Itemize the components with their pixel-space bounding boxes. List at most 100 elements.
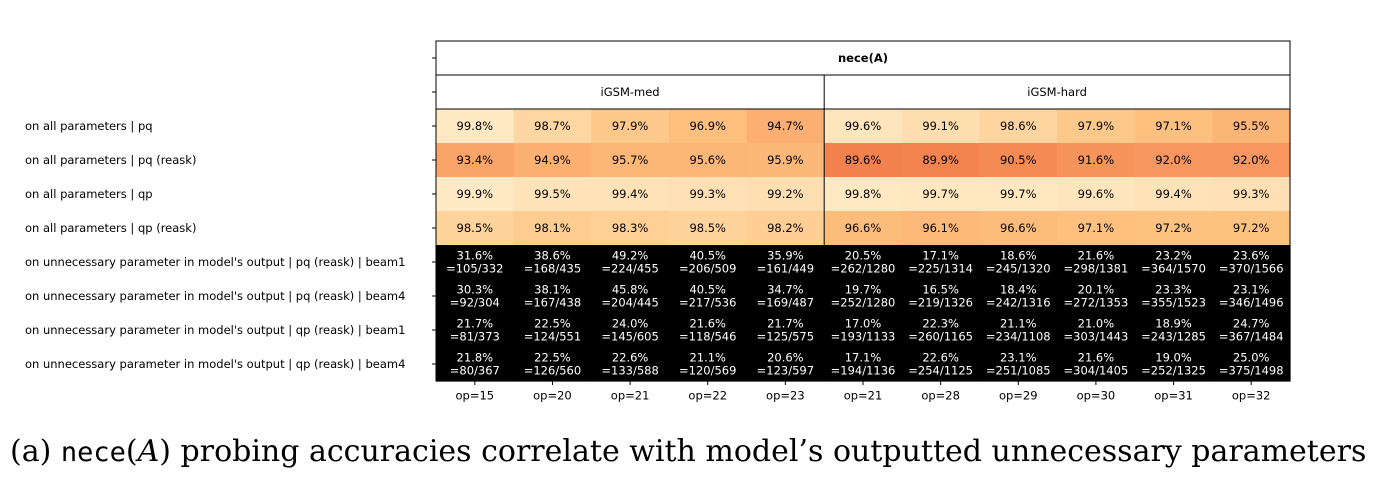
heatmap-cell: [668, 177, 748, 212]
cell-label: =219/1326: [908, 296, 973, 310]
heatmap-cell: [1212, 313, 1291, 348]
caption-prefix: (a): [10, 434, 61, 469]
cell-label: 98.3%: [612, 221, 649, 235]
cell-label: 20.6%: [767, 351, 804, 365]
cell-label: =234/1108: [986, 330, 1051, 344]
heatmap-cell: [591, 211, 670, 246]
cell-label: 99.7%: [922, 187, 959, 201]
heatmap-cell: [668, 211, 748, 246]
cell-label: =168/435: [524, 262, 581, 276]
cell-label: 98.5%: [457, 221, 494, 235]
heatmap-cell: [1057, 245, 1136, 280]
cell-label: =125/575: [757, 330, 814, 344]
x-tick-label: op=30: [1077, 389, 1116, 403]
row-label: on unnecessary parameter in model's outp…: [25, 289, 405, 303]
cell-label: =298/1381: [1064, 262, 1129, 276]
heatmap-cell: [1134, 177, 1213, 212]
heatmap-cell: [1134, 143, 1213, 178]
cell-label: =169/487: [757, 296, 814, 310]
cell-label: 20.5%: [845, 249, 882, 263]
heatmap-cell: [591, 245, 670, 280]
cell-label: 99.4%: [612, 187, 649, 201]
heatmap-cell: [824, 313, 903, 348]
x-tick-label: op=20: [533, 389, 572, 403]
heatmap-cell: [1057, 177, 1136, 212]
cell-label: 92.0%: [1233, 153, 1270, 167]
cell-label: =133/588: [601, 364, 658, 378]
cell-label: 94.7%: [767, 119, 804, 133]
cell-label: 94.9%: [534, 153, 571, 167]
cell-label: 18.6%: [1000, 249, 1037, 263]
heatmap-cell: [513, 211, 592, 246]
cell-label: =242/1316: [986, 296, 1051, 310]
cell-label: 21.6%: [689, 317, 726, 331]
x-tick-label: op=31: [1154, 389, 1193, 403]
cell-label: 18.4%: [1000, 283, 1037, 297]
cell-label: 22.3%: [922, 317, 959, 331]
x-tick-label: op=22: [688, 389, 727, 403]
cell-label: 98.5%: [689, 221, 726, 235]
heatmap-cell: [979, 109, 1058, 144]
heatmap-cell: [591, 347, 670, 382]
cell-label: 31.6%: [457, 249, 494, 263]
cell-label: =124/551: [524, 330, 581, 344]
x-tick-label: op=28: [921, 389, 960, 403]
heatmap-cell: [513, 177, 592, 212]
heatmap-cell: [746, 109, 825, 144]
heatmap-cell: [824, 279, 903, 314]
row-label: on unnecessary parameter in model's outp…: [25, 323, 405, 337]
heatmap-cell: [1212, 245, 1291, 280]
heatmap-cell: [979, 177, 1058, 212]
cell-label: 23.6%: [1233, 249, 1270, 263]
cell-label: 24.0%: [612, 317, 649, 331]
cell-label: 98.1%: [534, 221, 571, 235]
cell-label: 35.9%: [767, 249, 804, 263]
heatmap-cell: [824, 211, 903, 246]
x-tick-label: op=15: [456, 389, 495, 403]
cell-label: 21.7%: [767, 317, 804, 331]
cell-label: 99.3%: [689, 187, 726, 201]
heatmap-cell: [979, 245, 1058, 280]
heatmap-cell: [436, 313, 515, 348]
cell-label: 89.6%: [845, 153, 882, 167]
heatmap-cell: [513, 313, 592, 348]
cell-label: 99.4%: [1155, 187, 1192, 201]
cell-label: =167/438: [524, 296, 581, 310]
cell-label: =123/597: [757, 364, 814, 378]
heatmap-cell: [513, 245, 592, 280]
cell-label: 20.1%: [1078, 283, 1115, 297]
heatmap-cell: [1134, 109, 1213, 144]
heatmap-cell: [979, 347, 1058, 382]
cell-label: =252/1325: [1141, 364, 1206, 378]
heatmap-cell: [436, 347, 515, 382]
cell-label: 96.6%: [1000, 221, 1037, 235]
heatmap-cell: [746, 313, 825, 348]
heatmap-cell: [1212, 347, 1291, 382]
heatmap-cell: [824, 143, 903, 178]
heatmap-cell: [668, 279, 748, 314]
cell-label: 25.0%: [1233, 351, 1270, 365]
cell-label: =243/1285: [1141, 330, 1206, 344]
row-label: on unnecessary parameter in model's outp…: [25, 357, 405, 371]
row-label: on all parameters | qp: [25, 187, 153, 201]
cell-label: =118/546: [679, 330, 736, 344]
cell-label: 93.4%: [457, 153, 494, 167]
heatmap-cell: [1134, 245, 1213, 280]
heatmap-cell: [746, 347, 825, 382]
heatmap-cell: [591, 313, 670, 348]
heatmap-cell: [824, 347, 903, 382]
heatmap-cell: [668, 143, 748, 178]
x-tick-label: op=23: [766, 389, 805, 403]
heatmap-cell: [668, 347, 748, 382]
cell-label: 97.2%: [1155, 221, 1192, 235]
group-header-box: [435, 74, 1291, 110]
cell-label: 21.6%: [1078, 351, 1115, 365]
caption-text: probing accuracies correlate with model’…: [170, 434, 1367, 469]
heatmap-cell: [1057, 109, 1136, 144]
heatmap-cell: [591, 279, 670, 314]
heatmap-cell: [901, 143, 981, 178]
cell-label: =224/455: [601, 262, 658, 276]
cell-label: =375/1498: [1219, 364, 1284, 378]
cell-label: 98.7%: [534, 119, 571, 133]
cell-label: 19.0%: [1155, 351, 1192, 365]
